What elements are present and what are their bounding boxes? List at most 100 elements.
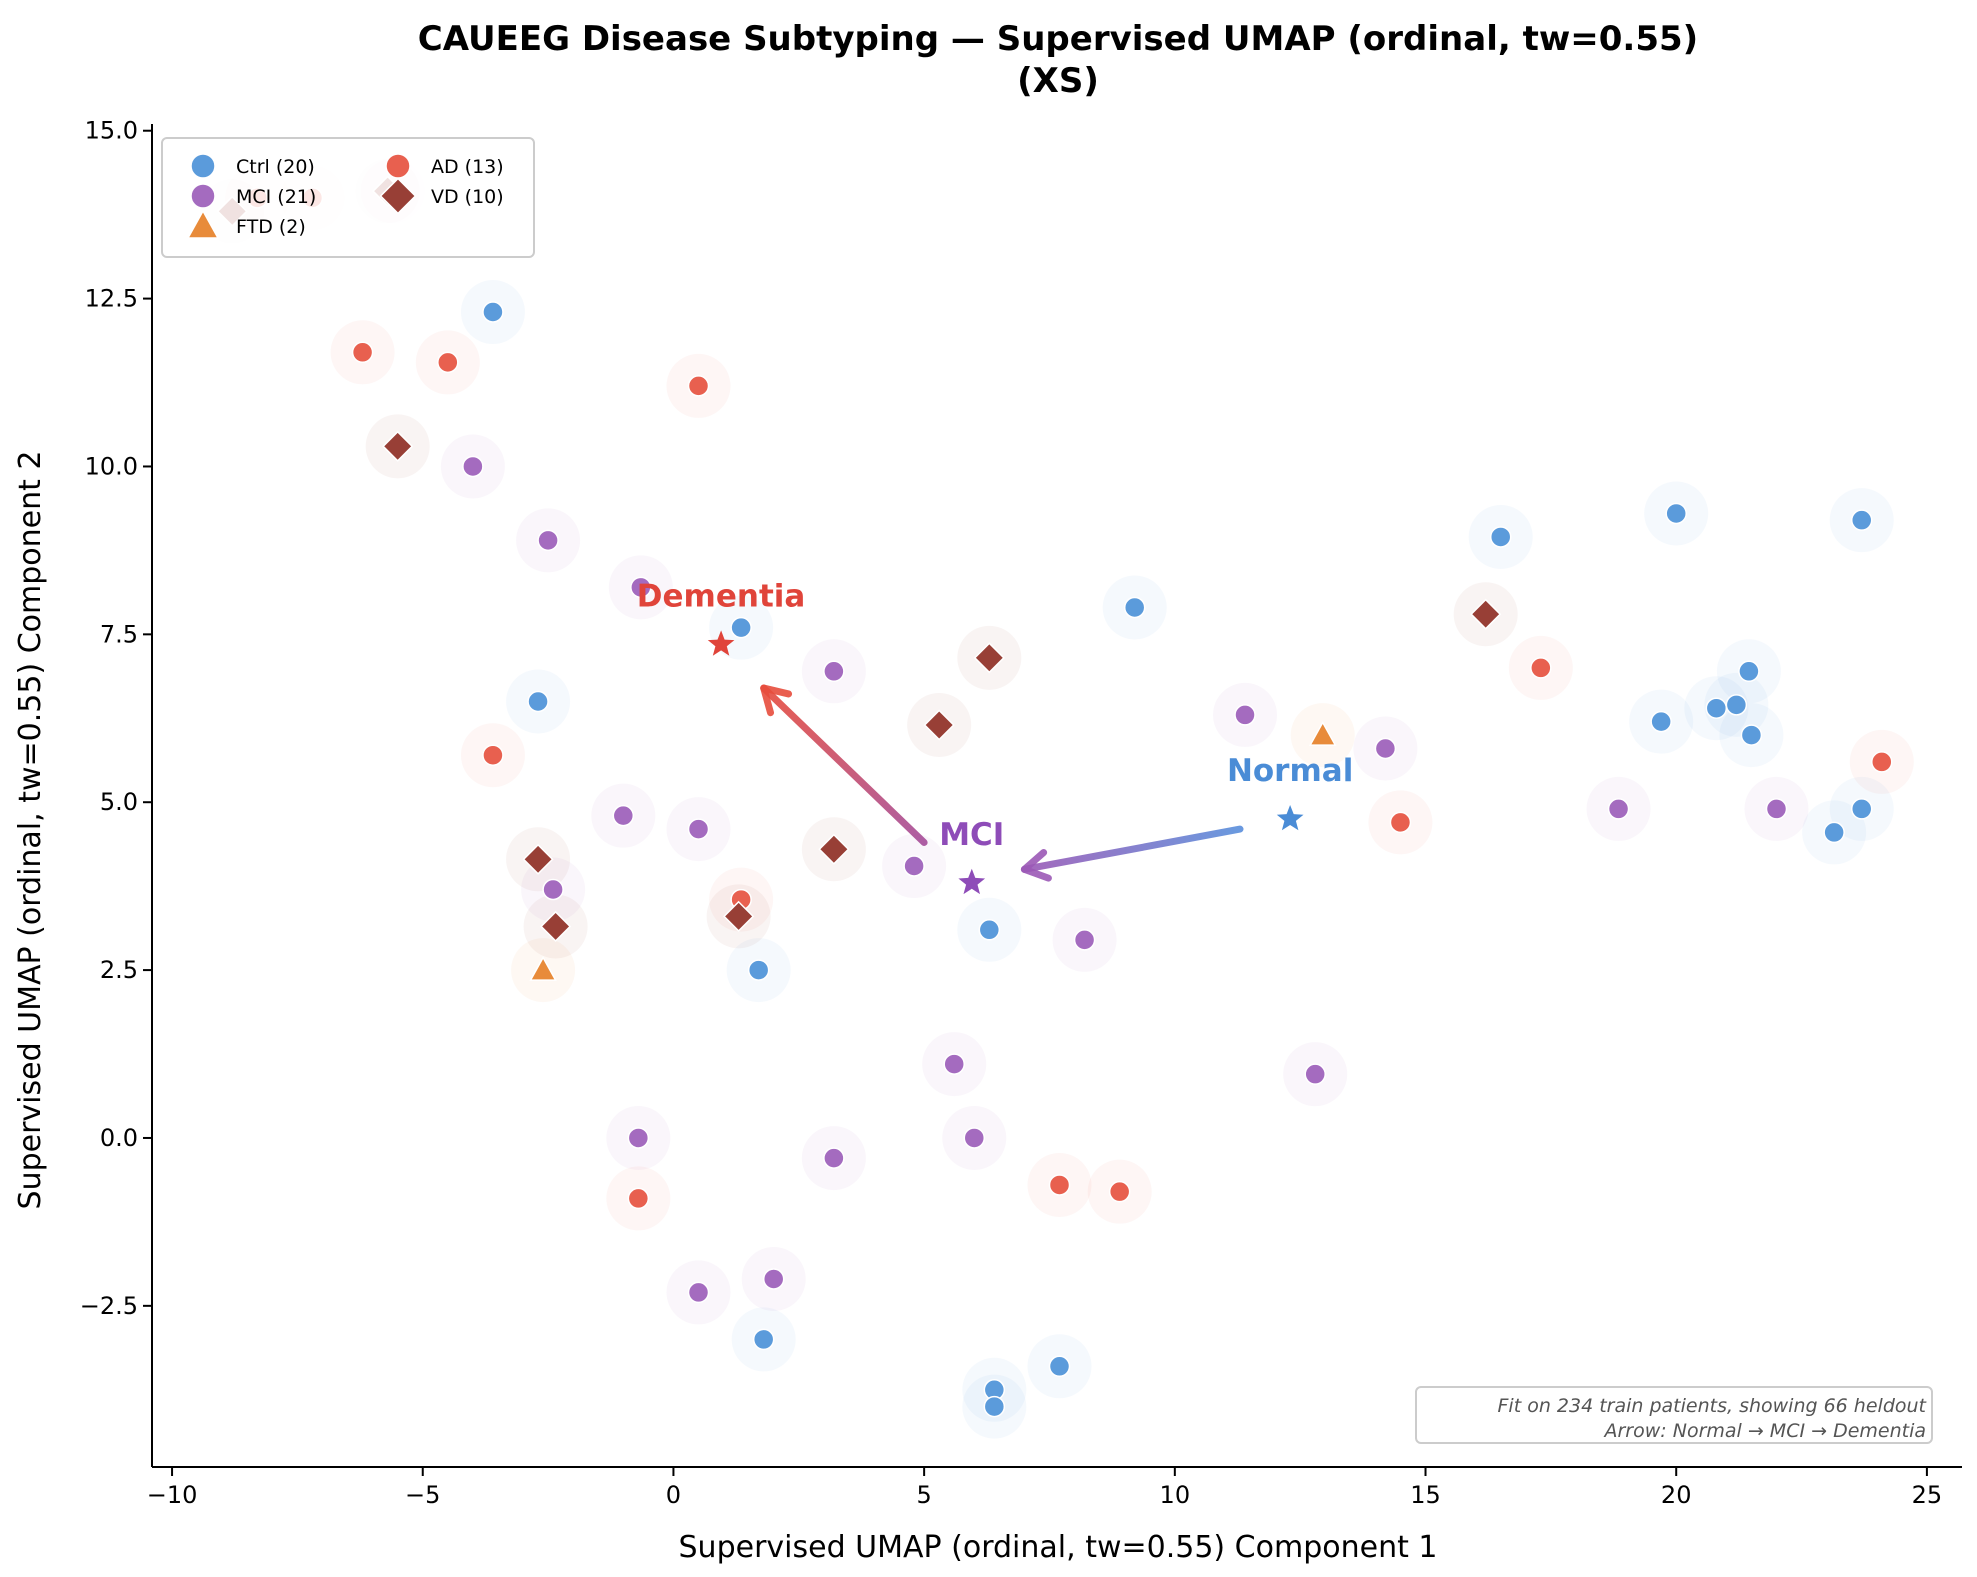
data-point-ctrl [1823, 821, 1845, 844]
data-point-ad [627, 1187, 650, 1210]
data-point-mci [1304, 1063, 1326, 1085]
data-point-ctrl [1665, 502, 1687, 525]
data-point-mci [1073, 929, 1096, 951]
x-tick-label: 25 [1912, 1481, 1943, 1509]
x-tick-label: 10 [1160, 1481, 1191, 1509]
data-point-ad [1108, 1180, 1131, 1203]
data-point-ctrl [978, 919, 1001, 941]
x-ticks: −10 −5 0 5 10 15 20 25 [147, 1467, 1942, 1509]
data-point-ctrl [1738, 660, 1760, 683]
data-point-ctrl [983, 1395, 1006, 1418]
data-point-mci [627, 1127, 650, 1149]
data-point-ctrl [1740, 724, 1763, 746]
data-point-ad [1530, 657, 1552, 679]
annotation-line-2: Arrow: Normal → MCI → Dementia [1603, 1420, 1927, 1442]
data-point-ad [687, 375, 710, 397]
data-point-mci [1765, 798, 1788, 820]
data-point-ad [482, 744, 504, 766]
legend-marker-mci [190, 183, 216, 209]
data-point-ad [1389, 811, 1412, 834]
data-point-mci [903, 855, 925, 877]
y-tick-label: 7.5 [100, 620, 138, 648]
data-point-mci [762, 1268, 785, 1290]
x-axis-label: Supervised UMAP (ordinal, tw=0.55) Compo… [679, 1530, 1438, 1565]
data-point-vd [723, 900, 755, 932]
data-point-mci [687, 1281, 710, 1304]
legend-marker-ad [385, 153, 411, 179]
data-point-ctrl [1048, 1355, 1071, 1378]
legend-label-ftd: FTD (2) [236, 216, 306, 238]
y-tick-label: 5.0 [100, 788, 138, 816]
centroid-label-mci: MCI [939, 817, 1004, 853]
centroid-label-normal: Normal [1227, 753, 1353, 789]
data-point-ctrl [1650, 710, 1672, 733]
data-point-vd [382, 430, 414, 462]
legend-marker-vd [379, 177, 417, 215]
data-point-mci [630, 576, 652, 599]
data-point-vd [818, 833, 850, 865]
data-point-ad [351, 341, 374, 364]
y-ticks: −2.5 0.0 2.5 5.0 7.5 10.0 12.5 15.0 [80, 117, 152, 1320]
data-point-mci [537, 529, 559, 552]
y-tick-label: −2.5 [80, 1292, 138, 1320]
y-tick-label: 10.0 [85, 452, 138, 480]
legend: Ctrl (20) MCI (21) FTD (2) AD (13) VD (10) [161, 137, 535, 258]
chart-subtitle: (XS) [1017, 61, 1099, 101]
centroid-star-icon [958, 868, 986, 895]
data-point-ctrl [747, 959, 770, 981]
y-tick-label: 2.5 [100, 956, 138, 984]
data-point-ctrl [1489, 526, 1512, 548]
legend-box [161, 137, 535, 258]
data-point-vd [522, 843, 554, 875]
x-tick-label: 15 [1410, 1481, 1441, 1509]
data-point-ctrl [1725, 694, 1748, 716]
legend-label-vd: VD (10) [431, 186, 504, 208]
x-tick-label: 0 [666, 1481, 681, 1509]
centroids-layer: Normal MCI Dementia [637, 578, 1353, 895]
data-point-ad [1048, 1174, 1071, 1196]
trajectory-arrow-shaft [1020, 825, 1244, 873]
x-tick-label: −5 [405, 1481, 440, 1509]
y-tick-label: 12.5 [85, 285, 138, 313]
halo-layer [200, 159, 1914, 1439]
centroid-label-dementia: Dementia [637, 578, 806, 614]
axes: −10 −5 0 5 10 15 20 25 −2.5 0.0 2.5 5.0 7.5 10.0 12.5… [80, 117, 1962, 1509]
data-point-vd [973, 642, 1005, 674]
legend-marker-ftd [186, 209, 220, 239]
data-point-ftd [1308, 721, 1337, 746]
trajectory-arrow-shaft [760, 684, 928, 847]
data-point-mci [1374, 737, 1397, 760]
data-point-mci [823, 1147, 845, 1169]
x-tick-label: 20 [1661, 1481, 1692, 1509]
data-point-ctrl [1850, 509, 1873, 531]
data-point-ctrl [527, 690, 549, 713]
data-point-vd [923, 709, 955, 741]
legend-label-ctrl: Ctrl (20) [236, 156, 315, 178]
data-point-mci [963, 1127, 986, 1149]
x-tick-label: 5 [916, 1481, 931, 1509]
data-point-mci [1607, 798, 1630, 820]
annotation-line-1: Fit on 234 train patients, showing 66 he… [1498, 1395, 1928, 1417]
data-point-ad [437, 351, 459, 374]
centroid-star-icon [707, 630, 735, 656]
data-point-mci [823, 660, 845, 683]
annotation-frame [1415, 1386, 1933, 1444]
trajectory-arrow-head [1020, 849, 1052, 882]
annotation-box: Fit on 234 train patients, showing 66 he… [1415, 1386, 1933, 1444]
legend-marker-ctrl [190, 153, 216, 179]
data-point-ctrl [752, 1328, 775, 1351]
data-point-ctrl [1123, 596, 1146, 619]
x-tick-label: −10 [147, 1481, 198, 1509]
chart-title: CAUEEG Disease Subtyping — Supervised UM… [418, 19, 1698, 59]
y-tick-label: 15.0 [85, 117, 138, 145]
trajectory-arrow-head [760, 684, 793, 717]
data-point-ftd [529, 956, 557, 981]
data-point-ctrl [482, 301, 504, 323]
arrows-layer [760, 684, 1244, 882]
data-point-vd [1470, 598, 1502, 630]
data-point-ctrl [730, 616, 752, 639]
data-point-mci [943, 1053, 965, 1075]
legend-label-ad: AD (13) [431, 156, 504, 178]
centroid-star-icon [1276, 805, 1304, 831]
